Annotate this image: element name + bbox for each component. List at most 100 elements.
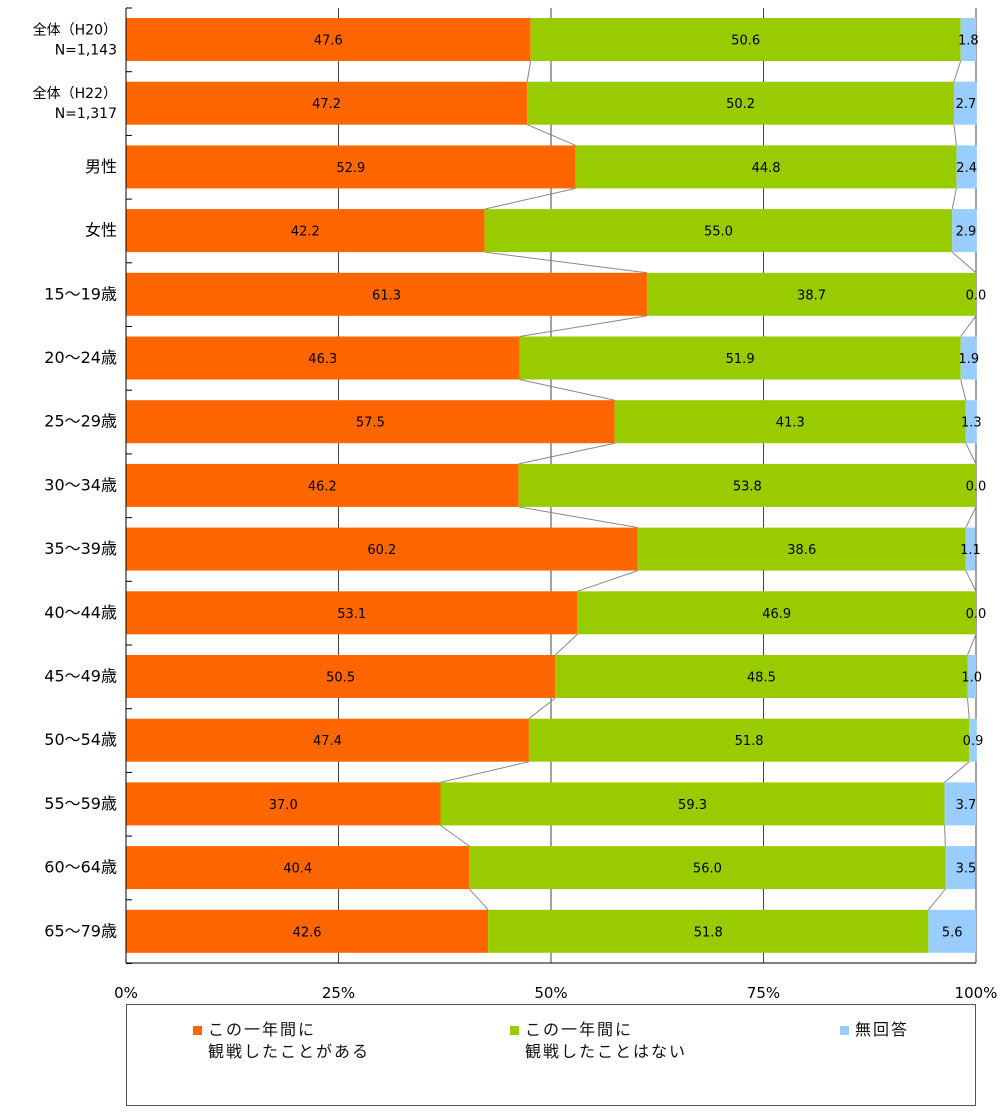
bar-segment (945, 846, 976, 890)
data-label: 1.9 (958, 352, 979, 367)
x-tick-label: 0% (114, 984, 138, 1002)
bar-segment (965, 527, 976, 571)
bar-segment (555, 655, 968, 698)
bar-segment (614, 400, 966, 444)
data-label: 2.4 (956, 161, 977, 176)
series-line (928, 888, 946, 911)
bar-segment (647, 272, 976, 316)
data-label: 38.6 (787, 543, 816, 558)
category-label: 60～64歳 (44, 858, 117, 877)
x-tick-label: 25% (322, 984, 355, 1002)
bar-segment (126, 591, 578, 635)
data-label: 56.0 (693, 862, 722, 877)
data-label: 42.2 (291, 225, 320, 240)
bar-segment (126, 336, 520, 380)
bar-segment (126, 909, 489, 953)
bar-segment (126, 527, 638, 571)
bar-segment (484, 209, 953, 253)
data-label: 46.2 (308, 479, 337, 494)
category-label: 45～49歳 (44, 667, 117, 686)
data-label: 38.7 (797, 288, 826, 303)
data-label: 1.3 (961, 416, 982, 431)
series-line (944, 761, 970, 783)
x-tick-label: 75% (747, 984, 780, 1002)
bar-segment (440, 782, 945, 826)
x-tick-label: 50% (534, 984, 567, 1002)
category-label: 女性 (85, 221, 117, 240)
series-line (519, 379, 615, 401)
bar-segment (960, 336, 977, 380)
data-label: 3.5 (956, 862, 977, 877)
data-label: 47.2 (312, 97, 341, 112)
data-label: 2.9 (956, 225, 977, 240)
bar-segment (126, 145, 576, 189)
series-line (951, 251, 977, 274)
bar-segment (126, 655, 556, 698)
series-line (960, 379, 967, 401)
series-line (518, 506, 638, 529)
data-label: 5.6 (942, 925, 963, 940)
series-line (953, 124, 957, 146)
legend-item-watched: この一年間に 観戦したことがある (193, 1019, 370, 1063)
bar-segment (126, 718, 529, 762)
data-label: 57.5 (356, 416, 385, 431)
data-label: 48.5 (747, 671, 776, 686)
series-line (440, 761, 530, 783)
category-label: 50～54歳 (44, 730, 117, 749)
data-label: 41.3 (776, 416, 805, 431)
bar-segment (530, 18, 961, 61)
legend-item-no-answer: 無回答 (840, 1019, 909, 1041)
category-label: 30～34歳 (44, 475, 117, 494)
bar-segment (126, 209, 485, 253)
bar-segment (528, 718, 970, 762)
bar-segment (126, 18, 531, 61)
series-line (484, 251, 648, 274)
legend: この一年間に 観戦したことがある この一年間に 観戦したことはない 無回答 (126, 1004, 976, 1106)
series-line (484, 187, 576, 210)
data-label: 53.1 (337, 607, 366, 622)
series-line (965, 442, 977, 465)
data-label: 1.0 (961, 671, 982, 686)
data-label: 53.8 (733, 479, 762, 494)
legend-item-not-watched: この一年間に 観戦したことはない (510, 1019, 687, 1063)
data-label: 61.3 (372, 288, 401, 303)
data-label: 46.3 (308, 352, 337, 367)
bar-segment (969, 718, 977, 762)
data-label: 1.1 (960, 543, 981, 558)
series-line (518, 442, 615, 465)
data-label: 55.0 (704, 225, 733, 240)
data-label: 44.8 (752, 161, 781, 176)
series-line (965, 570, 977, 592)
data-label: 51.8 (735, 734, 764, 749)
data-label: 40.4 (283, 862, 312, 877)
category-label: 15～19歳 (44, 284, 117, 303)
bar-segment (126, 782, 441, 826)
category-label: N=1,143 (55, 43, 117, 59)
bar-segment (527, 81, 954, 125)
series-line (951, 188, 957, 210)
data-label: 1.8 (958, 34, 979, 49)
series-line (527, 124, 576, 146)
legend-swatch-no-answer (840, 1026, 849, 1035)
category-label: 65～79歳 (44, 921, 117, 940)
series-line (577, 570, 638, 592)
bar-segment (953, 81, 977, 125)
category-label: 25～29歳 (44, 412, 117, 431)
data-label: 42.6 (293, 925, 322, 940)
data-label: 47.4 (313, 734, 342, 749)
series-line (960, 315, 977, 337)
series-line (944, 825, 946, 847)
category-label: 35～39歳 (44, 539, 117, 558)
bar-segment (577, 591, 976, 635)
category-label: 男性 (85, 157, 117, 176)
legend-swatch-watched (193, 1026, 202, 1035)
bar-segment (637, 527, 966, 571)
category-label: 20～24歳 (44, 348, 117, 367)
bar-segment (928, 909, 976, 953)
x-tick-label: 100% (955, 984, 998, 1002)
bar-segment (126, 81, 528, 125)
legend-label-not-watched: この一年間に 観戦したことはない (525, 1020, 688, 1061)
bar-segment (952, 209, 977, 253)
